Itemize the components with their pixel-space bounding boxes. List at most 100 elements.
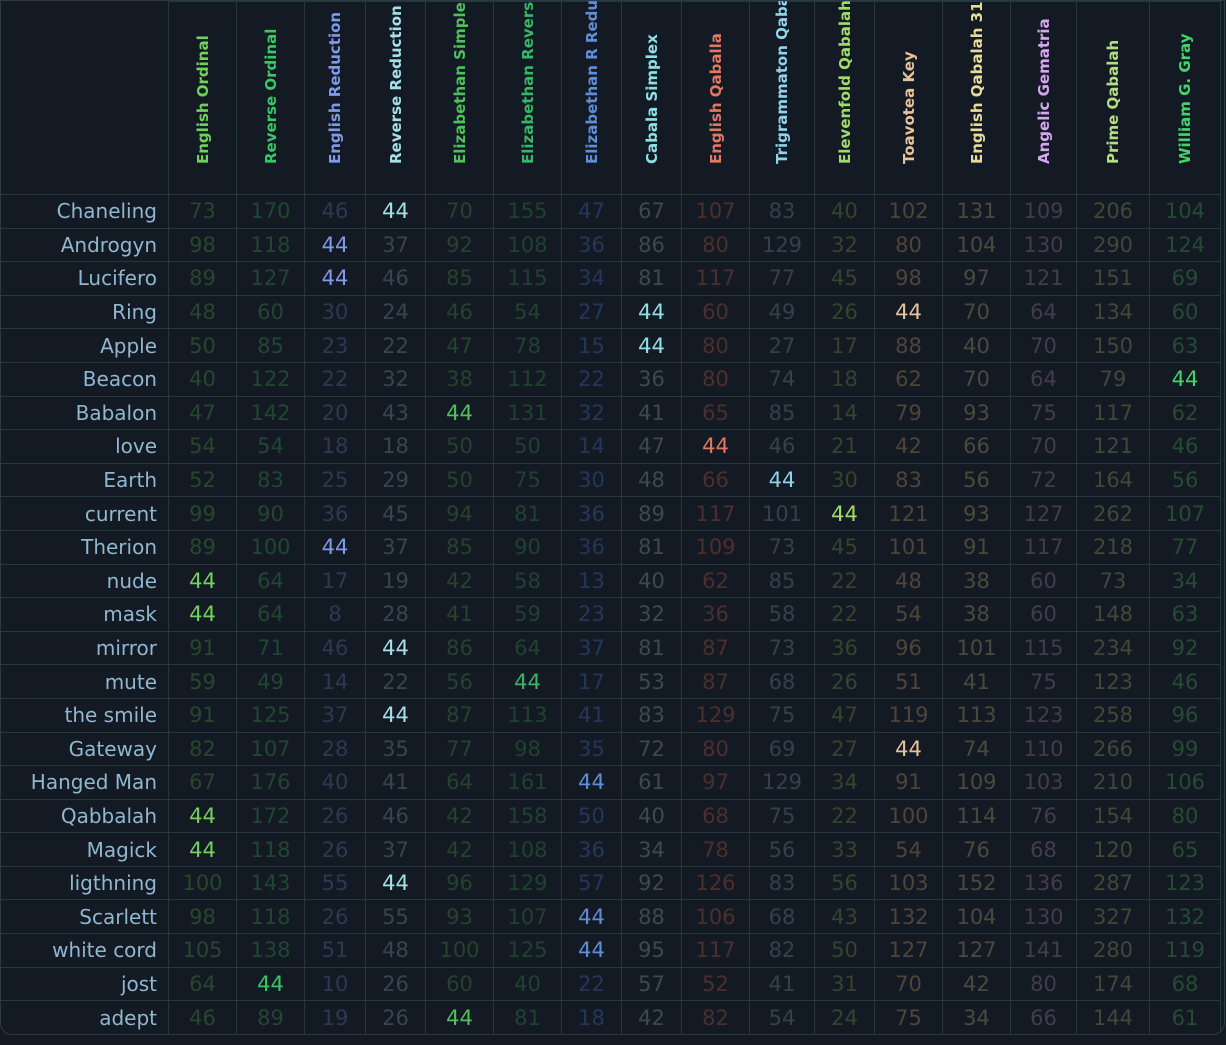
value-cell[interactable]: 35 — [561, 731, 622, 767]
phrase-label[interactable]: Therion — [1, 529, 169, 565]
value-cell[interactable]: 129 — [749, 765, 815, 800]
value-cell[interactable]: 36 — [561, 832, 622, 867]
value-cell[interactable]: 30 — [561, 462, 622, 498]
value-cell[interactable]: 23 — [304, 328, 366, 363]
value-cell[interactable]: 49 — [749, 294, 815, 330]
value-cell[interactable]: 129 — [493, 865, 562, 901]
value-cell[interactable]: 75 — [1010, 664, 1077, 699]
value-cell[interactable]: 98 — [493, 731, 562, 767]
value-cell[interactable]: 46 — [365, 798, 426, 834]
value-cell[interactable]: 50 — [425, 462, 494, 498]
value-cell[interactable]: 74 — [749, 361, 815, 397]
value-cell[interactable]: 40 — [621, 563, 682, 599]
value-cell[interactable]: 45 — [814, 261, 875, 296]
value-cell[interactable]: 75 — [1010, 395, 1077, 431]
value-cell[interactable]: 51 — [874, 664, 943, 699]
value-cell[interactable]: 89 — [236, 1000, 305, 1034]
value-cell[interactable]: 32 — [621, 597, 682, 632]
value-cell[interactable]: 64 — [168, 966, 237, 1002]
value-cell[interactable]: 210 — [1076, 765, 1150, 800]
value-cell[interactable]: 103 — [874, 865, 943, 901]
phrase-label[interactable]: Chaneling — [1, 194, 169, 229]
value-cell[interactable]: 119 — [874, 697, 943, 733]
value-cell[interactable]: 79 — [874, 395, 943, 431]
value-cell[interactable]: 81 — [621, 261, 682, 296]
value-cell[interactable]: 18 — [561, 1000, 622, 1034]
value-cell[interactable]: 234 — [1076, 630, 1150, 666]
value-cell[interactable]: 40 — [168, 361, 237, 397]
value-cell[interactable]: 64 — [236, 563, 305, 599]
value-cell[interactable]: 100 — [425, 933, 494, 968]
value-cell[interactable]: 48 — [365, 933, 426, 968]
value-cell[interactable]: 49 — [236, 664, 305, 699]
value-cell[interactable]: 69 — [749, 731, 815, 767]
value-cell[interactable]: 148 — [1076, 597, 1150, 632]
cipher-header[interactable]: Elizabethan R Reducti — [561, 1, 622, 195]
value-cell[interactable]: 59 — [493, 597, 562, 632]
value-cell[interactable]: 67 — [621, 194, 682, 229]
value-cell[interactable]: 81 — [621, 529, 682, 565]
value-cell[interactable]: 50 — [493, 429, 562, 464]
value-cell[interactable]: 131 — [493, 395, 562, 431]
value-cell[interactable]: 93 — [425, 899, 494, 935]
phrase-label[interactable]: adept — [1, 1000, 169, 1034]
value-cell[interactable]: 54 — [874, 597, 943, 632]
value-cell[interactable]: 130 — [1010, 899, 1077, 935]
value-cell[interactable]: 47 — [561, 194, 622, 229]
value-cell[interactable]: 17 — [304, 563, 366, 599]
value-cell[interactable]: 258 — [1076, 697, 1150, 733]
value-cell[interactable]: 114 — [942, 798, 1011, 834]
value-cell[interactable]: 75 — [493, 462, 562, 498]
value-cell[interactable]: 32 — [365, 361, 426, 397]
value-cell[interactable]: 152 — [942, 865, 1011, 901]
value-cell[interactable]: 107 — [1149, 496, 1221, 531]
value-cell[interactable]: 112 — [493, 361, 562, 397]
value-cell[interactable]: 55 — [304, 865, 366, 901]
value-cell[interactable]: 155 — [493, 194, 562, 229]
value-cell[interactable]: 121 — [1076, 429, 1150, 464]
value-cell[interactable]: 110 — [1010, 731, 1077, 767]
value-cell[interactable]: 54 — [749, 1000, 815, 1034]
cipher-header[interactable]: Elevenfold Qabalah — [814, 1, 875, 195]
value-cell[interactable]: 10 — [304, 966, 366, 1002]
value-cell[interactable]: 66 — [1010, 1000, 1077, 1034]
phrase-label[interactable]: love — [1, 429, 169, 464]
value-cell[interactable]: 41 — [749, 966, 815, 1002]
value-cell[interactable]: 46 — [1149, 664, 1221, 699]
value-cell[interactable]: 54 — [493, 294, 562, 330]
value-cell[interactable]: 107 — [681, 194, 750, 229]
value-cell[interactable]: 119 — [1149, 933, 1221, 968]
phrase-label[interactable]: Magick — [1, 832, 169, 867]
value-cell[interactable]: 40 — [621, 798, 682, 834]
value-cell[interactable]: 41 — [561, 697, 622, 733]
value-cell[interactable]: 122 — [236, 361, 305, 397]
value-cell[interactable]: 86 — [621, 227, 682, 263]
value-cell[interactable]: 58 — [749, 597, 815, 632]
value-cell[interactable]: 75 — [874, 1000, 943, 1034]
value-cell[interactable]: 41 — [942, 664, 1011, 699]
phrase-label[interactable]: mask — [1, 597, 169, 632]
value-cell[interactable]: 81 — [493, 1000, 562, 1034]
value-cell[interactable]: 36 — [621, 361, 682, 397]
value-cell[interactable]: 91 — [168, 630, 237, 666]
value-cell[interactable]: 45 — [365, 496, 426, 531]
value-cell[interactable]: 18 — [365, 429, 426, 464]
cipher-header[interactable]: Elizabethan Simple — [425, 1, 494, 195]
value-cell[interactable]: 87 — [425, 697, 494, 733]
value-cell[interactable]: 36 — [561, 529, 622, 565]
value-cell[interactable]: 38 — [942, 563, 1011, 599]
value-cell[interactable]: 70 — [942, 294, 1011, 330]
value-cell[interactable]: 54 — [874, 832, 943, 867]
value-cell[interactable]: 161 — [493, 765, 562, 800]
match-cell[interactable]: 44 — [621, 294, 682, 330]
value-cell[interactable]: 40 — [814, 194, 875, 229]
value-cell[interactable]: 158 — [493, 798, 562, 834]
value-cell[interactable]: 117 — [681, 496, 750, 531]
match-cell[interactable]: 44 — [1149, 361, 1221, 397]
value-cell[interactable]: 80 — [681, 227, 750, 263]
value-cell[interactable]: 151 — [1076, 261, 1150, 296]
value-cell[interactable]: 73 — [749, 630, 815, 666]
value-cell[interactable]: 85 — [749, 563, 815, 599]
phrase-label[interactable]: nude — [1, 563, 169, 599]
value-cell[interactable]: 36 — [814, 630, 875, 666]
